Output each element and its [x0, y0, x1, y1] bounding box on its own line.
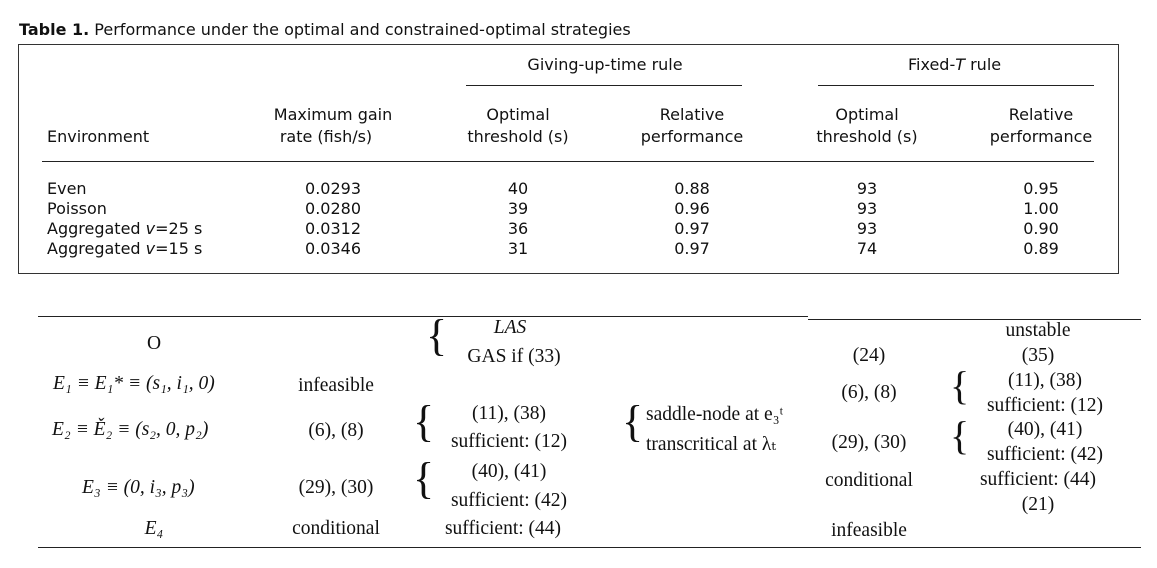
col6-suff-12: sufficient: (12) — [986, 395, 1104, 416]
table1-caption-text: Performance under the optimal and constr… — [89, 20, 631, 39]
origin-stability-las: LAS — [493, 317, 527, 338]
table1-cell-env: Even — [47, 179, 87, 198]
e1-feasibility: infeasible — [298, 375, 374, 396]
table1-frame — [18, 44, 1119, 274]
table2-top-rule-right — [808, 319, 1141, 320]
table1-cell-ft-thr: 93 — [856, 179, 878, 198]
row-e4-label: E₄ — [144, 518, 164, 539]
table1-cell-ft-thr: 93 — [856, 219, 878, 238]
col-header-gut-thr-1: Optimal — [486, 105, 550, 124]
table1-cell-ft-perf: 0.95 — [1023, 179, 1059, 198]
row-origin-label: O — [146, 333, 162, 354]
brace-e3: { — [413, 454, 435, 503]
col5-e4: infeasible — [831, 520, 907, 541]
table1-cell-gut-thr: 39 — [507, 199, 529, 218]
table1-cell-ft-thr: 74 — [856, 239, 878, 258]
table1-cell-gut-thr: 40 — [507, 179, 529, 198]
e2-feasibility: (6), (8) — [308, 420, 364, 441]
col5-origin: (24) — [852, 345, 886, 366]
e3-feasibility: (29), (30) — [298, 477, 374, 498]
col-header-gut-thr-2: threshold (s) — [467, 127, 569, 146]
table1-cell-gain: 0.0293 — [305, 179, 361, 198]
col-header-ft-perf-2: performance — [989, 127, 1093, 146]
col6-suff-44: sufficient: (44) — [979, 469, 1097, 490]
table1-cell-gain: 0.0280 — [305, 199, 361, 218]
table1-cell-gut-thr: 31 — [507, 239, 529, 258]
col6-suff-42: sufficient: (42) — [986, 444, 1104, 465]
table1-cell-ft-perf: 1.00 — [1023, 199, 1059, 218]
bifurcation-saddle-node: saddle-node at e₃ᵗ — [646, 404, 784, 425]
table1-cell-env: Aggregated v=15 s — [47, 239, 203, 258]
table1-caption: Table 1. Performance under the optimal a… — [19, 20, 631, 39]
table1-cell-env: Aggregated v=25 s — [47, 219, 203, 238]
e3-stability-a: (40), (41) — [471, 461, 547, 482]
col-header-gut-perf-2: performance — [640, 127, 744, 146]
col6-35: (35) — [1021, 345, 1055, 366]
brace-e2: { — [413, 397, 435, 446]
col-header-gut-perf-1: Relative — [659, 105, 725, 124]
col-header-max-gain-1: Maximum gain — [273, 105, 393, 124]
table1-cell-ft-perf: 0.90 — [1023, 219, 1059, 238]
group-rule-fixed-t — [818, 85, 1094, 86]
col6-unstable: unstable — [1005, 320, 1071, 341]
table1-header-rule — [42, 161, 1094, 162]
col6-11-38: (11), (38) — [1007, 370, 1083, 391]
group-rule-gut — [466, 85, 742, 86]
e3-stability-b: sufficient: (42) — [450, 490, 568, 511]
table2-bottom-rule — [38, 547, 1141, 548]
col-header-max-gain-2: rate (fish/s) — [279, 127, 373, 146]
e2-stability-a: (11), (38) — [471, 403, 547, 424]
brace-origin: { — [426, 311, 448, 360]
table1-cell-gut-perf: 0.88 — [674, 179, 710, 198]
table1-cell-gut-perf: 0.96 — [674, 199, 710, 218]
brace-bifurcation: { — [622, 397, 644, 446]
table1-cell-ft-perf: 0.89 — [1023, 239, 1059, 258]
col-header-ft-thr-2: threshold (s) — [816, 127, 918, 146]
table1-cell-gut-perf: 0.97 — [674, 239, 710, 258]
row-e2-label: E₂ ≡ Ě₂ ≡ (s₂, 0, p₂) — [52, 419, 209, 440]
table1-caption-label: Table 1. — [19, 20, 90, 39]
col-header-ft-thr-1: Optimal — [835, 105, 899, 124]
bifurcation-transcritical: transcritical at λₜ — [646, 434, 777, 455]
origin-stability-gas: GAS if (33) — [467, 346, 561, 367]
col-header-environment: Environment — [47, 127, 150, 146]
table1-cell-gut-perf: 0.97 — [674, 219, 710, 238]
col6-40-41: (40), (41) — [1007, 419, 1083, 440]
col5-e2: (29), (30) — [831, 432, 907, 453]
brace-col6-b: { — [950, 413, 970, 458]
table1-cell-ft-thr: 93 — [856, 199, 878, 218]
col-header-ft-perf-1: Relative — [1008, 105, 1074, 124]
group-header-gut: Giving-up-time rule — [527, 55, 683, 74]
col6-21: (21) — [1021, 494, 1055, 515]
e2-stability-b: sufficient: (12) — [450, 431, 568, 452]
group-header-fixed-t: Fixed-T rule — [908, 55, 1002, 74]
table1-cell-gut-thr: 36 — [507, 219, 529, 238]
table1-cell-gain: 0.0312 — [305, 219, 361, 238]
row-e3-label: E₃ ≡ (0, i₃, p₃) — [82, 477, 195, 498]
e4-feasibility: conditional — [292, 518, 380, 539]
brace-col6-a: { — [950, 363, 970, 408]
table2-top-rule-left — [38, 316, 808, 317]
e4-stability: sufficient: (44) — [444, 518, 562, 539]
table1-cell-env: Poisson — [47, 199, 107, 218]
row-e1-label: E₁ ≡ E₁* ≡ (s₁, i₁, 0) — [53, 373, 215, 394]
table1-cell-gain: 0.0346 — [305, 239, 361, 258]
col5-e1: (6), (8) — [841, 382, 897, 403]
col5-e3: conditional — [825, 470, 913, 491]
